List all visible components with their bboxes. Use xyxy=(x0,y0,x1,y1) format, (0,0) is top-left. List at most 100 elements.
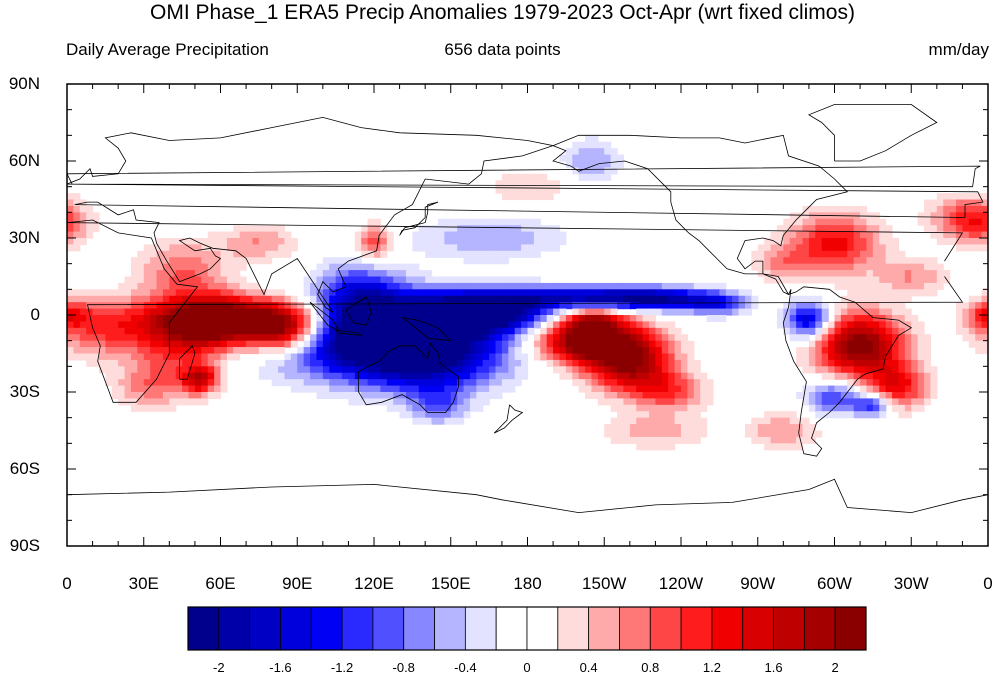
anomaly-cell xyxy=(361,276,369,284)
anomaly-cell xyxy=(764,417,772,425)
anomaly-cell xyxy=(815,334,823,342)
anomaly-cell xyxy=(693,308,701,316)
anomaly-cell xyxy=(111,315,119,323)
anomaly-cell xyxy=(194,244,202,252)
anomaly-cell xyxy=(431,385,439,393)
anomaly-cell xyxy=(885,231,893,239)
anomaly-cell xyxy=(214,282,222,290)
axis-ticks xyxy=(66,83,989,547)
anomaly-cell xyxy=(297,359,305,367)
anomaly-cell xyxy=(175,295,183,303)
anomaly-cell xyxy=(700,289,708,297)
anomaly-cell xyxy=(840,205,848,213)
anomaly-cell xyxy=(508,359,516,367)
anomaly-cell xyxy=(162,315,170,323)
anomaly-cell xyxy=(463,244,471,252)
anomaly-cell xyxy=(853,295,861,303)
anomaly-cell xyxy=(725,289,733,297)
anomaly-cell xyxy=(956,193,964,201)
anomaly-cell xyxy=(367,366,375,374)
anomaly-cell xyxy=(156,366,164,374)
anomaly-cell xyxy=(329,315,337,323)
anomaly-cell xyxy=(214,250,222,258)
anomaly-cell xyxy=(962,199,970,207)
anomaly-cell xyxy=(412,327,420,335)
anomaly-cell xyxy=(610,334,618,342)
anomaly-cell xyxy=(258,315,266,323)
anomaly-cell xyxy=(956,199,964,207)
anomaly-cell xyxy=(828,372,836,380)
anomaly-cell xyxy=(405,411,413,419)
anomaly-cell xyxy=(188,257,196,265)
anomaly-cell xyxy=(751,257,759,265)
anomaly-cell xyxy=(73,212,81,220)
anomaly-cell xyxy=(220,295,228,303)
anomaly-cell xyxy=(508,379,516,387)
anomaly-cell xyxy=(354,315,362,323)
anomaly-cell xyxy=(591,347,599,355)
anomaly-cell xyxy=(374,340,381,348)
anomaly-cell xyxy=(374,315,381,323)
anomaly-cell xyxy=(610,424,618,432)
anomaly-cell xyxy=(182,295,190,303)
anomaly-cell xyxy=(418,392,426,400)
anomaly-cell xyxy=(124,347,132,355)
anomaly-cell xyxy=(239,347,247,355)
anomaly-cell xyxy=(693,282,701,290)
anomaly-cell xyxy=(936,231,944,239)
anomaly-cell xyxy=(975,205,983,213)
anomaly-cell xyxy=(930,372,938,380)
anomaly-cell xyxy=(559,366,567,374)
anomaly-cell xyxy=(623,372,631,380)
anomaly-cell xyxy=(898,257,906,265)
anomaly-cell xyxy=(821,250,829,258)
anomaly-cell xyxy=(380,238,388,246)
anomaly-cell xyxy=(508,372,516,380)
anomaly-cell xyxy=(911,321,919,329)
anomaly-cell xyxy=(885,398,893,406)
anomaly-cell xyxy=(642,327,650,335)
anomaly-cell xyxy=(437,398,445,406)
anomaly-cell xyxy=(361,250,369,258)
anomaly-cell xyxy=(892,276,900,284)
anomaly-cell xyxy=(188,289,196,297)
anomaly-cell xyxy=(860,315,868,323)
anomaly-cell xyxy=(214,238,222,246)
anomaly-cell xyxy=(783,225,791,233)
anomaly-cell xyxy=(482,321,490,329)
anomaly-cell xyxy=(828,244,836,252)
anomaly-cell xyxy=(553,295,561,303)
anomaly-cell xyxy=(872,411,880,419)
anomaly-cell xyxy=(105,321,113,329)
anomaly-cell xyxy=(201,282,209,290)
anomaly-cell xyxy=(220,263,228,271)
anomaly-cell xyxy=(981,205,988,213)
anomaly-cell xyxy=(968,308,976,316)
anomaly-cell xyxy=(917,359,925,367)
anomaly-cell xyxy=(866,353,874,361)
anomaly-cell xyxy=(79,289,87,297)
anomaly-cell xyxy=(361,359,369,367)
anomaly-cell xyxy=(815,231,823,239)
anomaly-cell xyxy=(393,372,401,380)
anomaly-cell xyxy=(380,289,388,297)
anomaly-cell xyxy=(316,308,324,316)
anomaly-cell xyxy=(610,347,618,355)
anomaly-cell xyxy=(796,334,804,342)
anomaly-cell xyxy=(681,385,688,393)
anomaly-cell xyxy=(86,212,94,220)
anomaly-cell xyxy=(649,392,657,400)
anomaly-cell xyxy=(565,315,573,323)
anomaly-cell xyxy=(904,353,912,361)
anomaly-cell xyxy=(604,430,612,438)
anomaly-cell xyxy=(700,430,708,438)
anomaly-cell xyxy=(322,315,330,323)
anomaly-cell xyxy=(706,308,714,316)
anomaly-cell xyxy=(73,327,81,335)
anomaly-cell xyxy=(968,193,976,201)
anomaly-cell xyxy=(521,366,529,374)
anomaly-cell xyxy=(597,327,605,335)
anomaly-cell xyxy=(393,359,401,367)
anomaly-cell xyxy=(546,308,554,316)
anomaly-cell xyxy=(150,366,158,374)
